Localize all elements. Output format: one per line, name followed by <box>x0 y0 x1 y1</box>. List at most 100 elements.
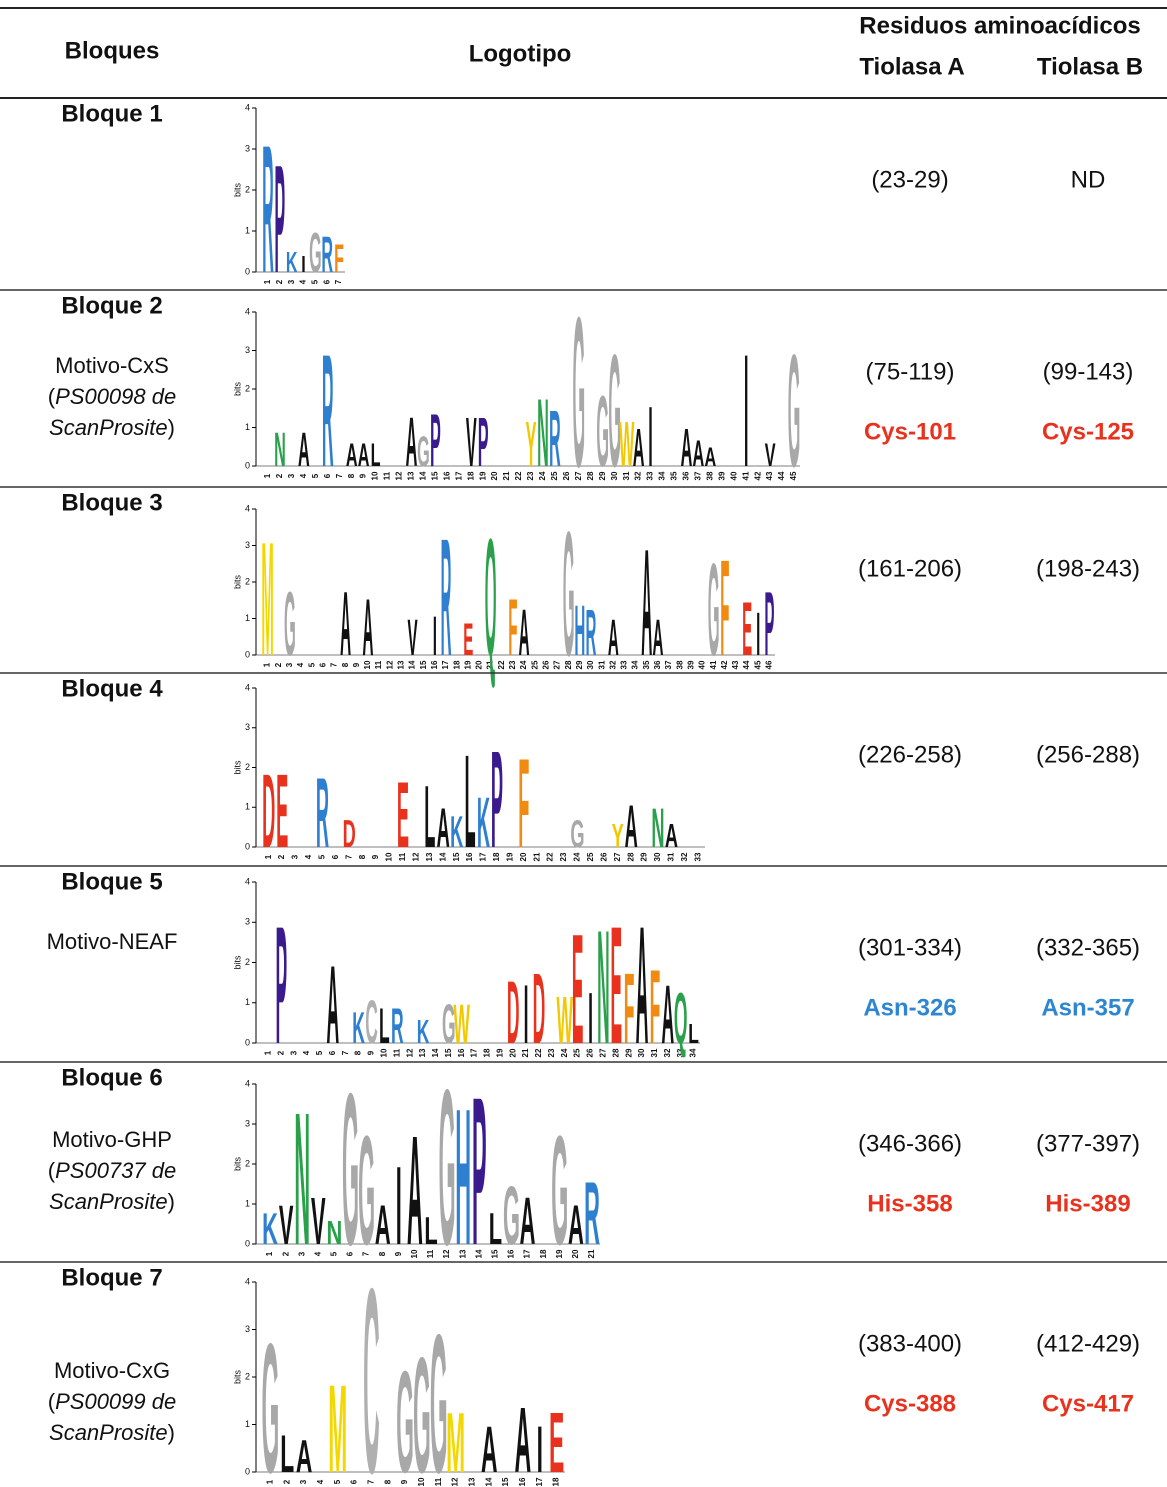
block-title: Bloque 3 <box>61 489 162 516</box>
logo-position: 15 <box>452 852 461 861</box>
logo-position: 6 <box>318 662 327 667</box>
logo-letter: P <box>472 1053 487 1289</box>
logo-position: 14 <box>438 852 447 861</box>
logo-position: 5 <box>315 1050 324 1055</box>
logo-letter: R <box>586 597 597 670</box>
logo-letter: G <box>396 1342 414 1487</box>
logo-position: 29 <box>640 852 649 861</box>
logo-position: 22 <box>546 852 555 861</box>
logo-letter: R <box>441 504 452 691</box>
logo-position: 7 <box>330 662 339 667</box>
block-title: Bloque 5 <box>61 868 162 895</box>
logo-position: 32 <box>608 660 617 669</box>
logo-letter: K <box>286 246 298 278</box>
logo-position: 18 <box>483 1048 492 1057</box>
logo-position: 28 <box>626 852 635 861</box>
logo-letter: A <box>693 434 705 476</box>
logo-tick-label: 1 <box>245 1419 250 1429</box>
logo-tick-label: 2 <box>245 957 250 967</box>
logo-letter: I <box>756 601 760 668</box>
logo-letter: K <box>262 1205 278 1254</box>
logo-position: 15 <box>501 1477 510 1486</box>
logo-position: 27 <box>574 471 583 480</box>
logo-letter: N <box>651 797 664 859</box>
logo-letter: A <box>407 1103 423 1278</box>
logo-letter: I <box>433 605 437 668</box>
logo-letter: M <box>446 1395 465 1487</box>
logo-position: 38 <box>705 471 714 480</box>
logo-position: 19 <box>478 471 487 480</box>
logo-letter: E <box>572 901 584 1077</box>
logo-position: 17 <box>441 660 450 669</box>
logo-position: 22 <box>514 471 523 480</box>
logo-letter: A <box>661 967 674 1061</box>
logo-position: 31 <box>650 1048 659 1057</box>
motif-ref-part: ScanProsite <box>49 1420 168 1445</box>
logo-position: 2 <box>277 854 286 859</box>
logo-letter: A <box>346 438 358 473</box>
logo-position: 30 <box>586 660 595 669</box>
logo-position: 27 <box>553 660 562 669</box>
logo-tick-label: 3 <box>245 1118 250 1128</box>
logo-letter: L <box>465 728 476 877</box>
logo-position: 14 <box>474 1249 483 1258</box>
logo-position: 4 <box>296 662 305 667</box>
key-residue: Cys-417 <box>1042 1390 1134 1417</box>
logo-position: 16 <box>430 660 439 669</box>
logo-letter: A <box>515 1390 531 1487</box>
logo-letter: G <box>573 274 586 512</box>
logo-position: 30 <box>610 471 619 480</box>
logo-position: 43 <box>731 660 740 669</box>
logo-letter: A <box>608 609 619 666</box>
motif-ref: ScanProsite) <box>49 1420 175 1445</box>
logo-position: 18 <box>492 852 501 861</box>
logo-axis-label: bits <box>232 1370 242 1385</box>
logo-position: 42 <box>720 660 729 669</box>
logo-position: 41 <box>709 660 718 669</box>
logo-letter: A <box>681 419 693 479</box>
logo-position: 13 <box>468 1477 477 1486</box>
motif-ref-part: ScanProsite <box>49 1189 168 1214</box>
logo-position: 20 <box>519 852 528 861</box>
logo-position: 41 <box>741 471 750 480</box>
logo-position: 20 <box>571 1249 580 1258</box>
logo-position: 21 <box>587 1249 596 1258</box>
logo-position: 19 <box>555 1249 564 1258</box>
logo-position: 20 <box>475 660 484 669</box>
logo-letter: G <box>596 375 609 488</box>
logo-letter: D <box>262 752 275 869</box>
logo-position: 19 <box>505 852 514 861</box>
logo-letter: A <box>568 1194 584 1256</box>
logo-position: 13 <box>418 1048 427 1057</box>
key-residue: Cys-101 <box>864 418 956 445</box>
logo-position: 2 <box>275 473 284 478</box>
logo-position: 22 <box>497 660 506 669</box>
logo-letter: W <box>619 408 635 479</box>
motif-ref-part: ( <box>48 1158 56 1183</box>
logo-letter: L <box>489 1205 502 1254</box>
logo-axis-label: bits <box>232 183 242 198</box>
logo-tick-label: 1 <box>245 613 250 623</box>
logo-position: 6 <box>323 473 332 478</box>
logo-position: 34 <box>631 660 640 669</box>
key-residue: Asn-357 <box>1041 994 1134 1021</box>
logo-letter: V <box>765 438 776 473</box>
logo-letter: P <box>491 722 503 876</box>
logo-letter: Q <box>674 978 688 1059</box>
logo-letter: G <box>442 993 456 1055</box>
logo-position: 27 <box>613 852 622 861</box>
motif-name: Motivo-CxS <box>55 353 169 378</box>
logo-position: 31 <box>622 471 631 480</box>
logo-letter: G <box>309 220 322 284</box>
logo-position: 12 <box>405 1048 414 1057</box>
logo-letter: I <box>588 978 593 1059</box>
logo-letter: G <box>417 428 430 476</box>
logo-position: 2 <box>281 1251 290 1256</box>
logo-tick-label: 4 <box>245 503 250 513</box>
logo-position: 35 <box>670 471 679 480</box>
logo-position: 26 <box>599 852 608 861</box>
logo-position: 11 <box>434 1477 443 1486</box>
logo-tick-label: 0 <box>245 460 250 470</box>
header-b: Tiolasa B <box>1037 53 1143 80</box>
logo-letter: R <box>321 227 333 284</box>
